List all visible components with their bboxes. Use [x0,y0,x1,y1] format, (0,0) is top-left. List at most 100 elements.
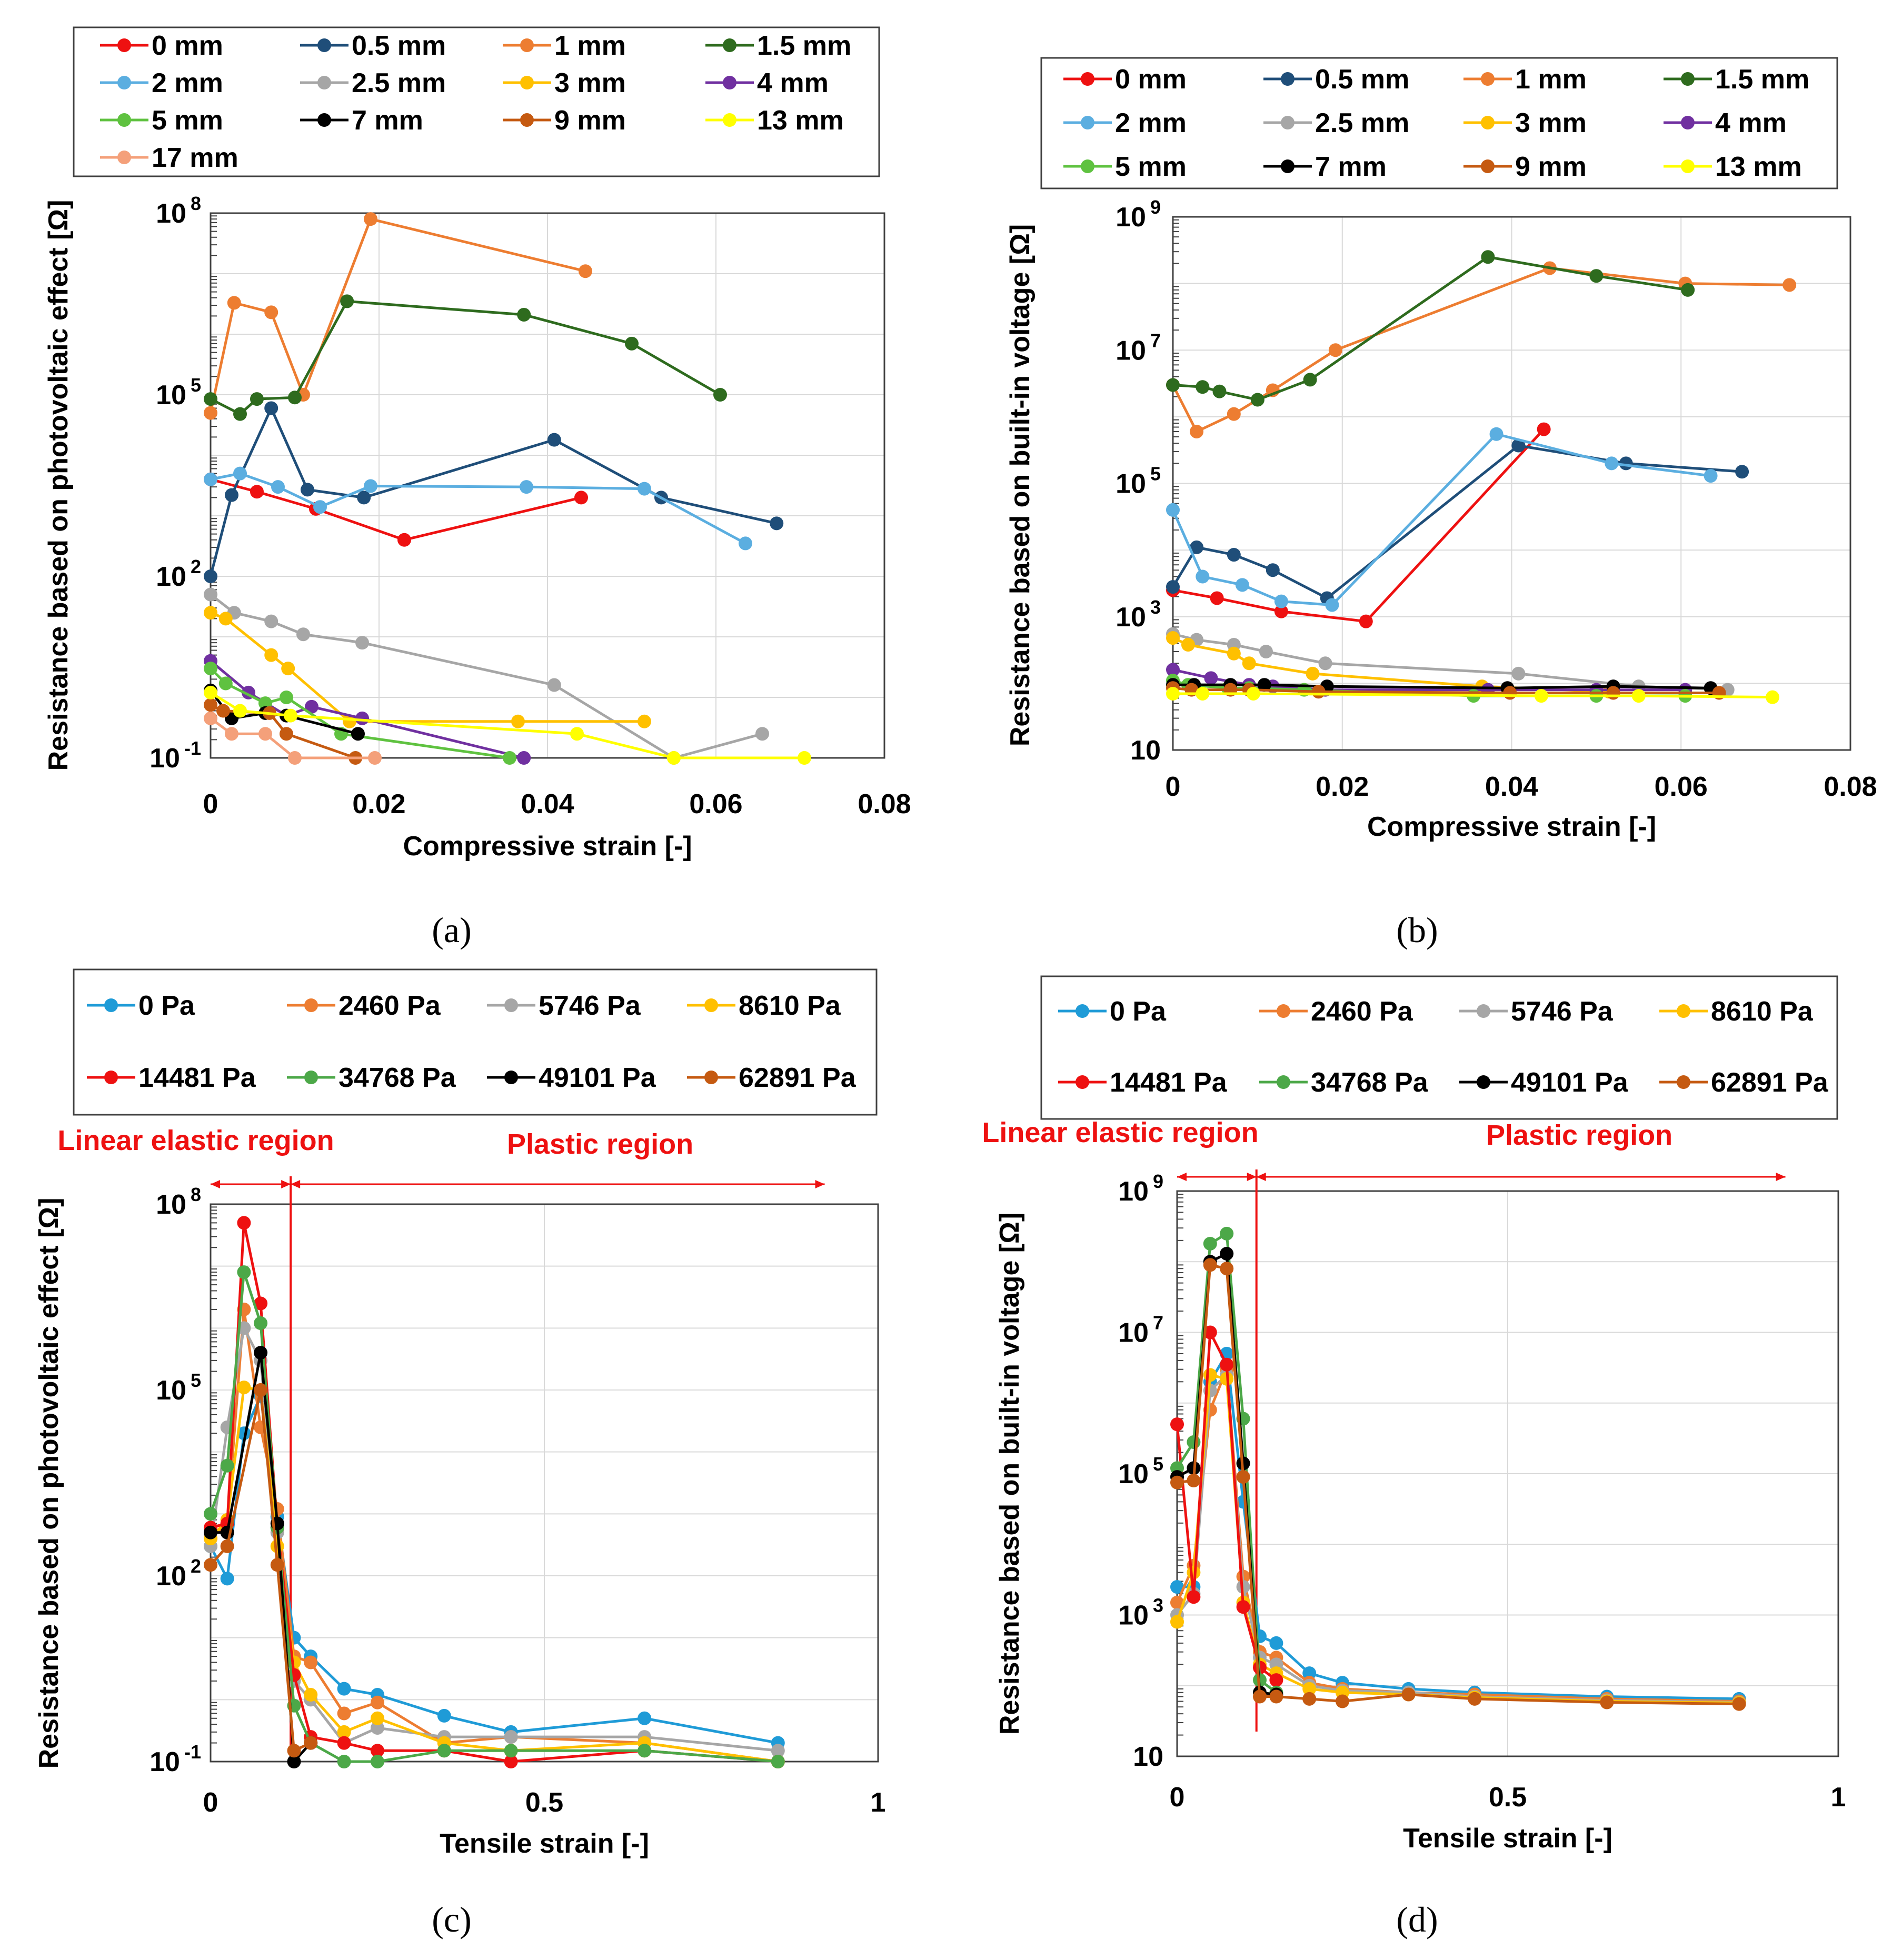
panel-b-legend-marker [1081,159,1094,173]
panel-d-data-point [1336,1694,1349,1708]
panel-a-series-line [209,217,586,414]
panel-c-legend-label: 2460 Pa [338,991,441,1021]
panel-b-data-point [1325,598,1339,612]
panel-b-data-point [1196,380,1210,394]
panel-c-legend-label: 0 Pa [138,991,195,1021]
panel-a-data-point [271,480,285,494]
panel-a-legend-label: 1.5 mm [757,31,851,61]
panel-c-data-point [371,1721,384,1735]
panel-b-legend-marker [1081,116,1094,129]
panel-d-legend-entry: 2460 Pa [1259,996,1413,1027]
panel-c-plastic-arrow-head-left [291,1180,301,1188]
panel-a-data-point [798,751,811,765]
panel-a-data-point [264,614,278,628]
panel-a-data-point [204,698,217,712]
panel-c-data-point [220,1572,234,1586]
panel-d-data-point [1302,1666,1317,1681]
panel-a-series-13-mm [204,685,811,765]
panel-c-data-point [254,1296,268,1311]
panel-d-legend-marker [1477,1004,1490,1018]
panel-c-legend-marker [104,998,118,1012]
panel-c-data-point [237,1381,251,1395]
panel-a-data-point [284,708,297,723]
panel-c-x-tick-label: 0.5 [525,1787,563,1818]
panel-b-x-tick-label: 0.06 [1655,772,1708,802]
panel-c-data-point [337,1736,351,1750]
panel-a-data-point [355,636,369,650]
panel-d-data-point [1269,1673,1283,1687]
panel-b-legend-marker [1281,72,1294,86]
panel-c-legend-marker [504,1071,518,1084]
panel-c-legend: 0 Pa 2460 Pa 5746 Pa 8610 Pa 14481 Pa 34768 P… [73,968,878,1116]
panel-b-data-point [1204,671,1218,685]
panel-a-legend-entry: 7 mm [300,105,423,136]
panel-c-data-point [254,1316,268,1331]
panel-d-legend-label: 2460 Pa [1311,996,1413,1027]
panel-d-legend-frame [1040,975,1838,1120]
panel-d-data-point [1220,1262,1234,1276]
panel-b-data-point [1704,469,1718,483]
panel-b-data-point [1631,689,1646,703]
panel-a-legend-label: 5 mm [152,105,223,136]
panel-a-legend-marker [117,38,131,52]
panel-d-data-point [1203,1258,1217,1272]
panel-a-x-tick-label: 0 [203,789,218,819]
panel-b-data-point [1589,269,1604,283]
panel-b-data-point [1196,686,1210,701]
panel-a-y-tick-label: 10 5 [156,374,201,411]
panel-b-legend-entry: 2 mm [1063,108,1187,138]
panel-c-data-point [371,1755,384,1768]
panel-d-data-point [1236,1470,1250,1484]
panel-b-data-point [1166,378,1180,392]
panel-a-legend-frame [73,26,880,177]
panel-c-legend-marker [704,1071,718,1084]
panel-b-data-point [1166,631,1180,645]
panel-a-x-tick-label: 0.06 [689,789,742,819]
panel-a-data-point [547,678,561,692]
panel-b-legend-label: 1.5 mm [1715,64,1809,95]
panel-b-series-1-5-mm [1166,250,1695,407]
panel-a-data-point [280,691,293,704]
panel-b-legend-entry: 1 mm [1463,64,1587,95]
panel-a-data-point [547,433,561,447]
panel-c-data-point [771,1755,785,1768]
panel-d-x-axis-label: Tensile strain [-] [1403,1823,1612,1854]
panel-a-legend-label: 0.5 mm [352,31,446,61]
panel-a-legend-marker [317,76,331,89]
panel-b-data-point [1503,686,1517,700]
panel-a-data-point [204,472,217,486]
panel-a-legend-label: 2.5 mm [352,68,446,98]
panel-c-legend-entry: 49101 Pa [487,1063,656,1093]
panel-b-x-tick-label: 0.02 [1316,772,1369,802]
panel-b-y-tick-label: 10 3 [1116,596,1161,633]
panel-b-data-point [1311,685,1326,699]
panel-d-legend-label: 0 Pa [1110,996,1167,1027]
panel-d-data-point [1220,1246,1234,1261]
panel-c-data-point [287,1744,301,1758]
panel-c-data-point [304,1736,318,1750]
panel-a-data-point [638,482,651,496]
panel-b-data-point [1166,580,1180,594]
panel-a-data-point [305,699,318,714]
panel-b-legend-label: 2 mm [1115,108,1187,138]
panel-b-legend-entry: 13 mm [1664,152,1802,182]
panel-d-x-tick-label: 1 [1831,1782,1846,1813]
panel-a-data-point [313,500,327,514]
panel-c-data-point [337,1682,351,1696]
panel-b-data-point [1242,656,1256,671]
panel-b-legend-marker [1481,116,1495,129]
panel-d-legend-marker [1076,1004,1089,1018]
panel-c-legend-label: 49101 Pa [539,1063,656,1093]
panel-c-plastic-arrow-head-right [815,1180,825,1188]
panel-d-legend-marker [1677,1004,1690,1018]
panel-c-legend-label: 34768 Pa [338,1063,456,1093]
panel-a-legend-entry: 0.5 mm [300,31,446,61]
panel-b-y-tick-label: 10 9 [1116,196,1161,233]
panel-c-x-tick-label: 1 [871,1787,886,1818]
panel-c-legend-entry: 8610 Pa [687,991,841,1021]
panel-d-plastic-arrow-head-right [1776,1173,1786,1181]
panel-c-legend-label: 14481 Pa [138,1063,256,1093]
panel-c-data-point [504,1730,518,1744]
panel-b-plot-frame [1172,216,1851,751]
